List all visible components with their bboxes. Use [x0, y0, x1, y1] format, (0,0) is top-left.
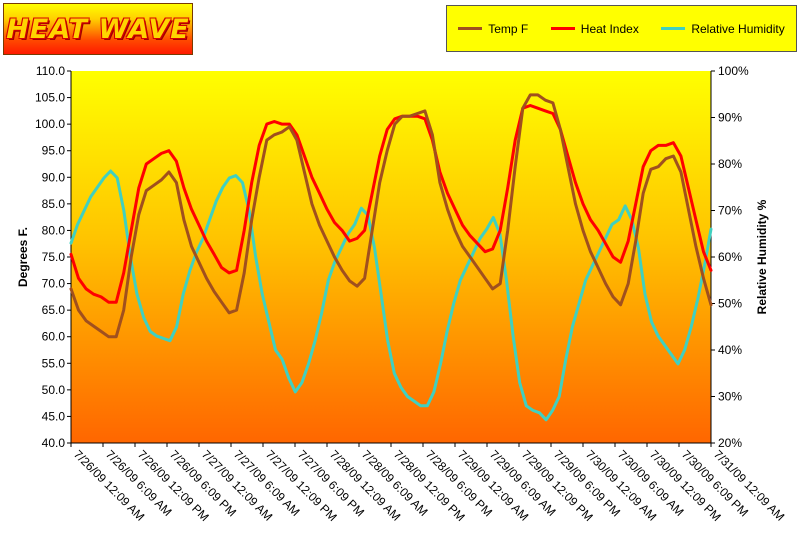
left-tick-label: 65.0 [42, 303, 66, 317]
right-axis-ticks: 20% 30% 40% 50% 60% 70% 80% 90% 100% [711, 64, 749, 450]
left-tick-label: 105.0 [35, 91, 65, 105]
legend-swatch-humidity [661, 27, 686, 30]
right-tick-label: 100% [718, 64, 749, 78]
legend-item-humidity: Relative Humidity [661, 21, 785, 36]
left-tick-label: 90.0 [42, 170, 66, 184]
chart-title-banner: HEAT WAVE [3, 3, 193, 55]
right-tick-label: 80% [718, 157, 742, 171]
series-layer [69, 93, 713, 422]
left-tick-label: 50.0 [42, 383, 66, 397]
right-tick-label: 90% [718, 111, 742, 125]
left-tick-label: 70.0 [42, 277, 66, 291]
left-axis-ticks: 40.0 45.0 50.0 55.0 60.0 65.0 70.0 75.0 80.0 85.0… [35, 64, 71, 450]
left-tick-label: 110.0 [36, 64, 65, 78]
legend-item-temp: Temp F [458, 22, 528, 36]
right-tick-label: 70% [718, 204, 742, 218]
legend-item-heat-index: Heat Index [550, 21, 639, 36]
legend-label-temp: Temp F [488, 21, 529, 36]
legend-swatch-heat-index [550, 27, 575, 30]
x-axis-ticks: 7/26/09 12:09 AM7/26/09 6:09 AM7/26/09 1… [70, 443, 787, 524]
left-axis-title: Degrees F. [16, 227, 30, 287]
left-tick-label: 55.0 [42, 356, 66, 370]
right-tick-label: 50% [718, 297, 742, 311]
left-tick-label: 100.0 [35, 117, 65, 131]
right-tick-label: 30% [718, 390, 742, 404]
legend-swatch-temp [458, 27, 483, 30]
left-tick-label: 80.0 [42, 223, 66, 237]
chart-legend: Temp F Heat Index Relative Humidity [446, 5, 797, 52]
right-tick-label: 40% [718, 343, 742, 357]
chart-title: HEAT WAVE [6, 13, 190, 45]
series-line-heat-index [69, 104, 713, 304]
series-line-temp-f [69, 93, 713, 339]
left-tick-label: 60.0 [42, 330, 66, 344]
legend-label-heat-index: Heat Index [580, 21, 639, 36]
left-tick-label: 40.0 [42, 436, 66, 450]
right-axis-title: Relative Humidity % [755, 199, 769, 314]
right-tick-label: 60% [718, 250, 742, 264]
left-tick-label: 85.0 [42, 197, 66, 211]
left-tick-label: 45.0 [42, 409, 66, 423]
left-tick-label: 95.0 [42, 144, 66, 158]
left-tick-label: 75.0 [42, 250, 66, 264]
legend-label-humidity: Relative Humidity [691, 21, 785, 36]
right-tick-label: 20% [718, 436, 742, 450]
